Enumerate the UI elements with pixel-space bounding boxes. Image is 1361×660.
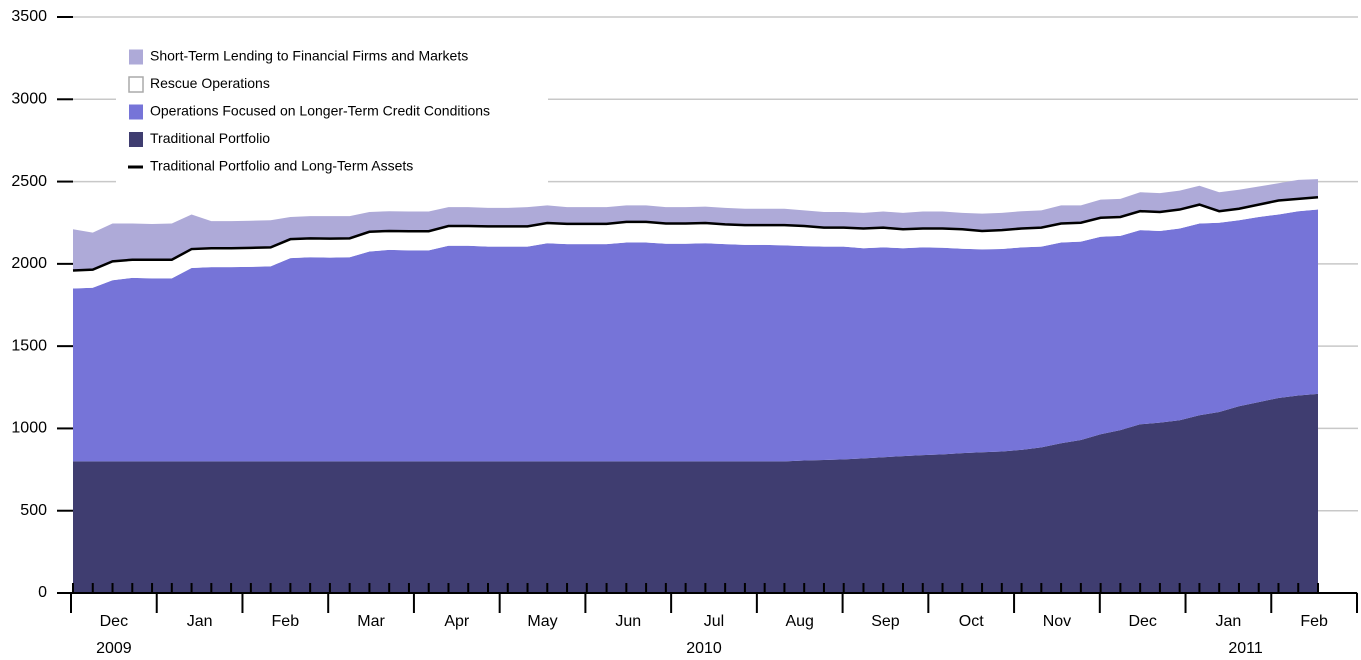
legend-label: Rescue Operations xyxy=(150,75,270,91)
year-label: 2011 xyxy=(1228,640,1263,657)
y-tick-label: 500 xyxy=(20,502,47,519)
x-tick-label: Feb xyxy=(1300,613,1328,630)
y-tick-label: 2000 xyxy=(11,255,47,272)
y-tick-label: 3500 xyxy=(11,8,47,25)
y-tick-label: 2500 xyxy=(11,173,47,190)
legend-swatch xyxy=(129,132,143,147)
x-tick-label: Oct xyxy=(959,613,984,630)
x-tick-label: Jul xyxy=(704,613,724,630)
legend-swatch xyxy=(129,49,143,65)
legend: Short-Term Lending to Financial Firms an… xyxy=(116,38,548,183)
x-tick-label: Mar xyxy=(357,613,385,630)
plot-area xyxy=(72,179,1319,593)
x-tick-label: Aug xyxy=(785,613,813,630)
y-tick-label: 0 xyxy=(38,584,47,601)
area xyxy=(73,209,1318,462)
x-tick-label: Nov xyxy=(1043,613,1071,630)
y-tick-label: 1000 xyxy=(11,420,47,437)
x-tick-label: Jan xyxy=(1216,613,1242,630)
year-label: 2010 xyxy=(686,640,722,657)
x-tick-label: Dec xyxy=(1128,613,1156,630)
area xyxy=(73,393,1318,593)
axes: 0 500 1000 1500 2000 2500 3000 3500 Dec Jan Feb Mar… xyxy=(11,8,1358,657)
y-tick-label: 1500 xyxy=(11,337,47,354)
year-label: 2009 xyxy=(96,640,132,657)
legend-swatch xyxy=(128,76,144,93)
legend-box xyxy=(116,38,548,183)
area xyxy=(73,197,1318,289)
y-tick-label: 3000 xyxy=(11,91,47,108)
legend-label: Short-Term Lending to Financial Firms an… xyxy=(150,48,468,64)
x-tick-label: Dec xyxy=(100,613,128,630)
legend-label: Traditional Portfolio xyxy=(150,130,270,146)
area xyxy=(73,179,1318,271)
line xyxy=(72,195,1319,272)
x-tick-label: Sep xyxy=(871,613,900,630)
x-tick-label: Jun xyxy=(615,613,641,630)
x-tick-label: Apr xyxy=(444,613,470,630)
x-tick-label: May xyxy=(527,613,557,630)
legend-label: Traditional Portfolio and Long-Term Asse… xyxy=(150,158,413,174)
legend-label: Operations Focused on Longer-Term Credit… xyxy=(150,103,490,119)
x-tick-label: Jan xyxy=(187,613,213,630)
legend-swatch xyxy=(129,104,143,120)
x-tick-label: Feb xyxy=(272,613,300,630)
